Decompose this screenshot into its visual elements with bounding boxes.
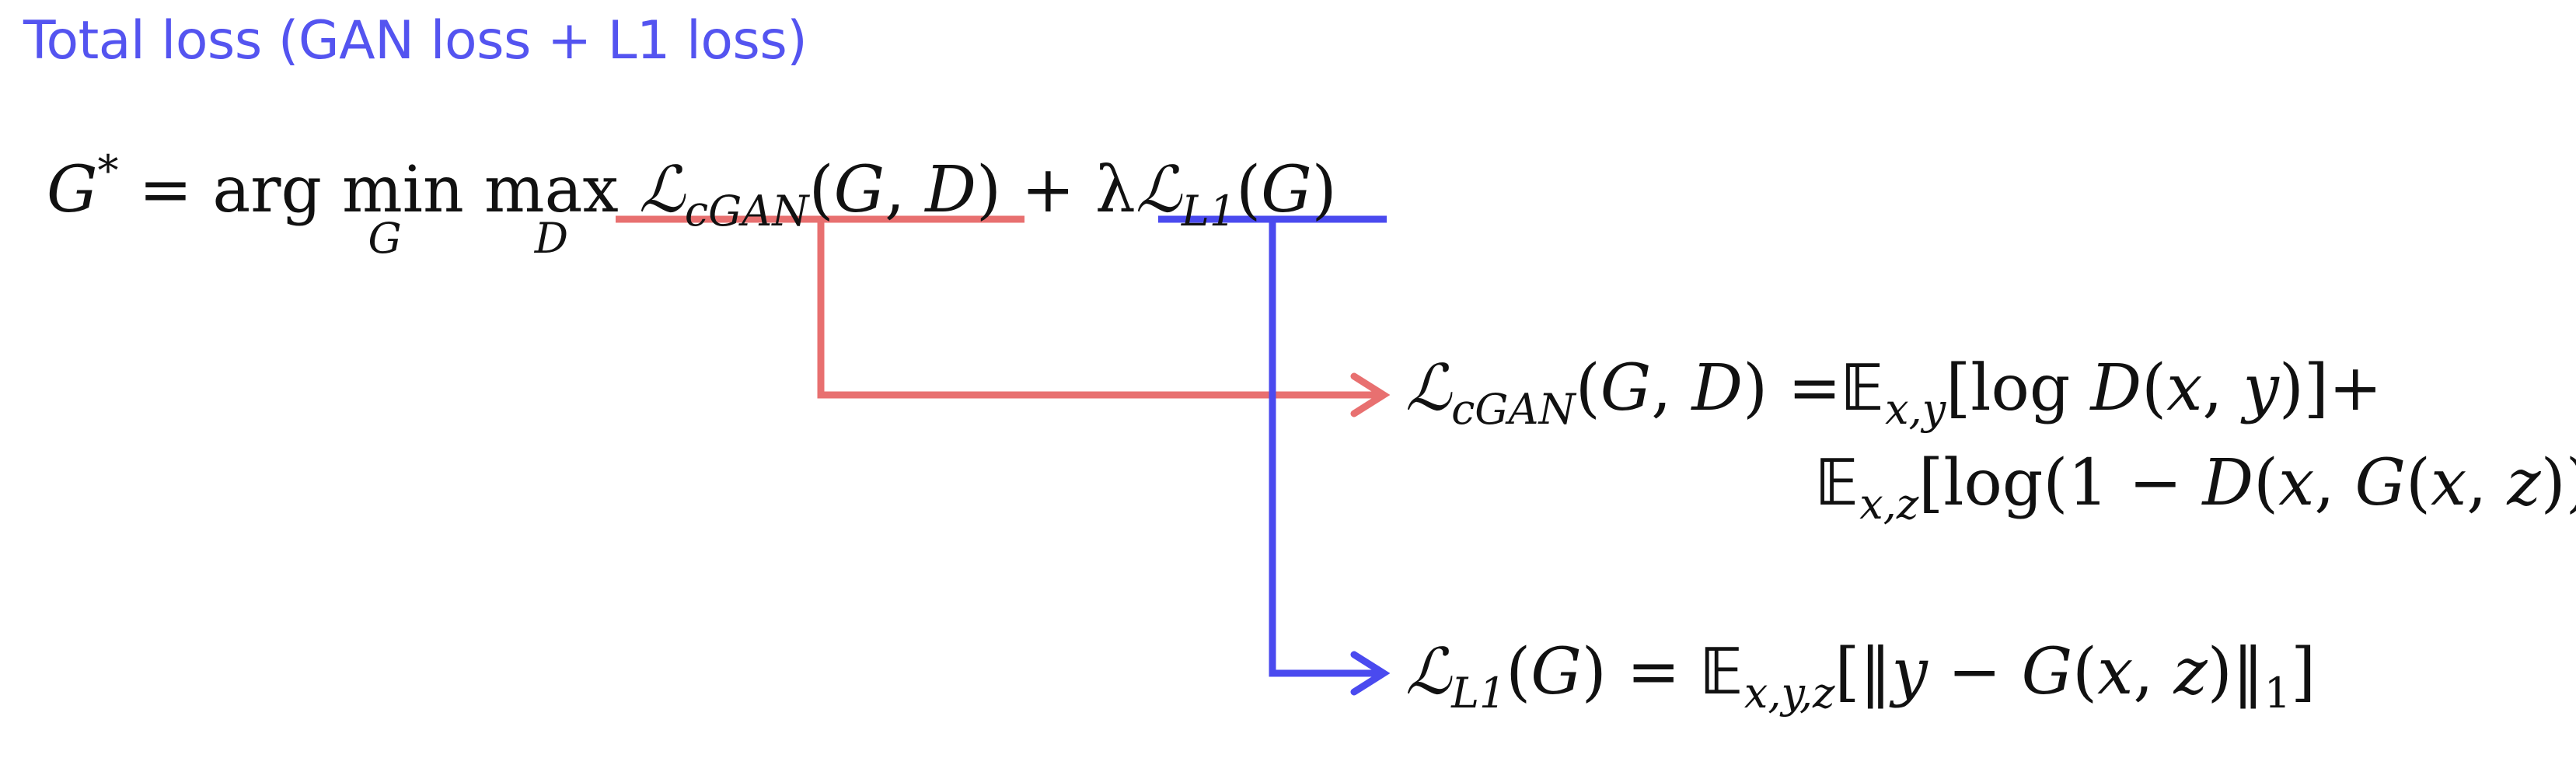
cgan-loss-definition-line1: ℒcGAN(G, D) =𝔼x,y[log D(x, y)]+: [1405, 351, 2382, 434]
total-objective-equation: G* = arg min G max D ℒcGAN(G, D) + λℒL1(…: [47, 146, 1337, 263]
l1-loss-term: ℒL1(G): [1135, 153, 1337, 236]
page-title: Total loss (GAN loss + L1 loss): [23, 10, 808, 72]
cgan-loss-definition-line2: 𝔼x,z[log(1 − D(x, G(x, z))]: [1816, 446, 2576, 529]
gan-connector-arrow: [817, 219, 1382, 399]
equals-sign: =: [138, 153, 213, 227]
generator-optimal-symbol: G: [47, 153, 98, 227]
l1-loss-definition: ℒL1(G) = 𝔼x,y,z[‖y − G(x, z)‖1]: [1405, 635, 2316, 718]
argmin-subscript: G: [368, 214, 402, 263]
l1-arrowhead: [1350, 651, 1391, 696]
lambda-symbol: λ: [1094, 153, 1136, 227]
gan-arrowhead: [1350, 372, 1391, 417]
l1-connector-arrow: [1269, 219, 1382, 677]
argmin-operator: arg min G: [212, 153, 464, 263]
max-subscript: D: [534, 214, 568, 263]
max-operator: max D: [483, 153, 619, 263]
plus-sign: +: [1021, 153, 1095, 227]
gan-loss-term: ℒcGAN(G, D): [638, 153, 1001, 236]
